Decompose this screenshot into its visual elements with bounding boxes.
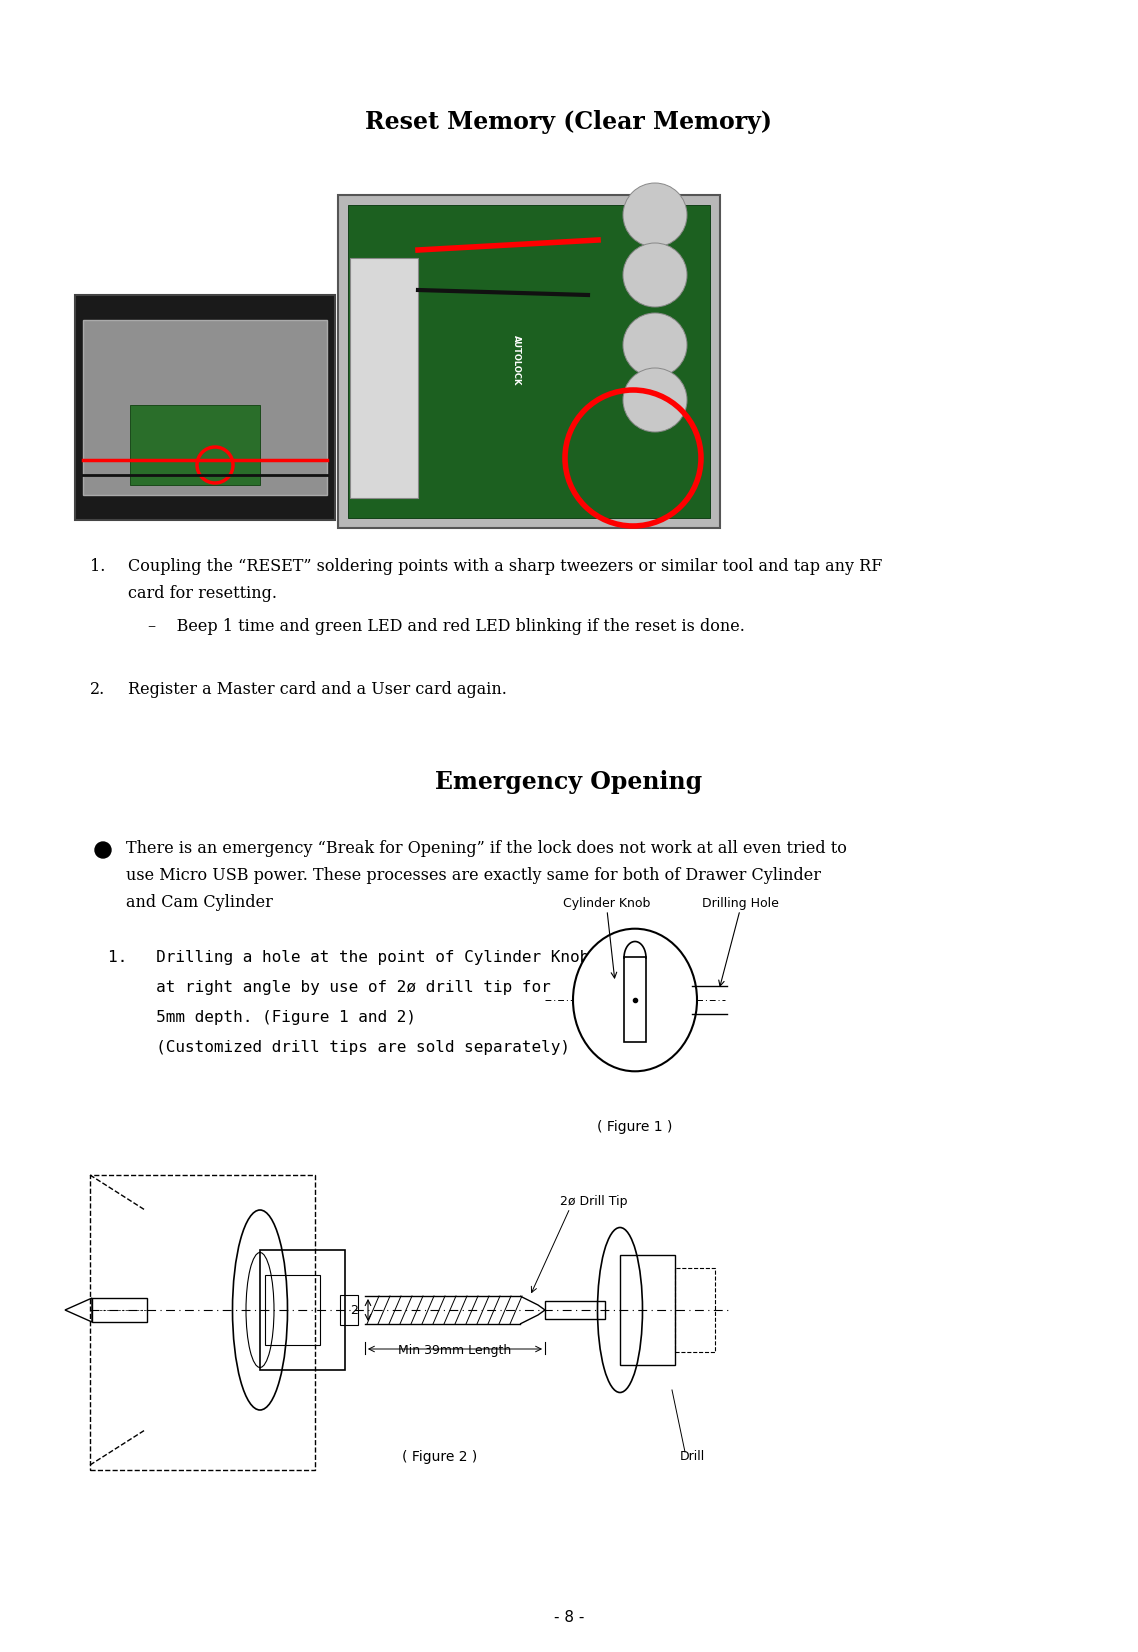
Text: 1.   Drilling a hole at the point of Cylinder Knob: 1. Drilling a hole at the point of Cylin… <box>108 950 589 965</box>
Text: Emergency Opening: Emergency Opening <box>436 770 702 795</box>
Text: AUTOLOCK: AUTOLOCK <box>511 335 520 385</box>
Circle shape <box>622 368 687 433</box>
Text: (Customized drill tips are sold separately): (Customized drill tips are sold separate… <box>108 1041 570 1056</box>
Text: and Cam Cylinder: and Cam Cylinder <box>126 894 273 910</box>
Bar <box>351 258 418 497</box>
Text: Coupling the “RESET” soldering points with a sharp tweezers or similar tool and : Coupling the “RESET” soldering points wi… <box>127 558 882 575</box>
Text: Drilling Hole: Drilling Hole <box>701 897 778 910</box>
Bar <box>259 1251 345 1370</box>
Text: Reset Memory (Clear Memory): Reset Memory (Clear Memory) <box>365 111 773 134</box>
Bar <box>620 1256 675 1365</box>
Bar <box>83 320 327 496</box>
Text: There is an emergency “Break for Opening” if the lock does not work at all even : There is an emergency “Break for Opening… <box>126 839 847 857</box>
Text: ( Figure 1 ): ( Figure 1 ) <box>597 1120 673 1133</box>
Text: 1.: 1. <box>90 558 106 575</box>
Text: at right angle by use of 2ø drill tip for: at right angle by use of 2ø drill tip fo… <box>108 980 551 995</box>
Text: 5mm depth. (Figure 1 and 2): 5mm depth. (Figure 1 and 2) <box>108 1009 417 1024</box>
Bar <box>75 296 335 520</box>
Text: Min 39mm Length: Min 39mm Length <box>398 1345 512 1356</box>
Bar <box>130 405 259 486</box>
Bar <box>338 195 720 529</box>
Text: Cylinder Knob: Cylinder Knob <box>563 897 651 910</box>
Bar <box>340 1295 358 1325</box>
Circle shape <box>94 843 112 857</box>
Bar <box>90 1175 315 1470</box>
Text: use Micro USB power. These processes are exactly same for both of Drawer Cylinde: use Micro USB power. These processes are… <box>126 867 820 884</box>
Text: ( Figure 2 ): ( Figure 2 ) <box>403 1450 478 1464</box>
Text: 2ø Drill Tip: 2ø Drill Tip <box>560 1194 627 1208</box>
Bar <box>675 1269 715 1351</box>
Circle shape <box>622 183 687 248</box>
Ellipse shape <box>574 928 696 1070</box>
Bar <box>545 1302 605 1318</box>
Circle shape <box>622 312 687 377</box>
Text: Register a Master card and a User card again.: Register a Master card and a User card a… <box>127 681 506 699</box>
Bar <box>265 1275 320 1345</box>
Bar <box>624 957 646 1042</box>
Circle shape <box>622 243 687 307</box>
Text: Drill: Drill <box>681 1450 706 1464</box>
Text: card for resetting.: card for resetting. <box>127 585 277 601</box>
Bar <box>348 205 710 519</box>
Text: 2.: 2. <box>90 681 105 699</box>
Text: 2: 2 <box>351 1303 358 1317</box>
Text: - 8 -: - 8 - <box>554 1611 584 1626</box>
Text: –    Beep 1 time and green LED and red LED blinking if the reset is done.: – Beep 1 time and green LED and red LED … <box>148 618 745 634</box>
Bar <box>92 1298 147 1322</box>
